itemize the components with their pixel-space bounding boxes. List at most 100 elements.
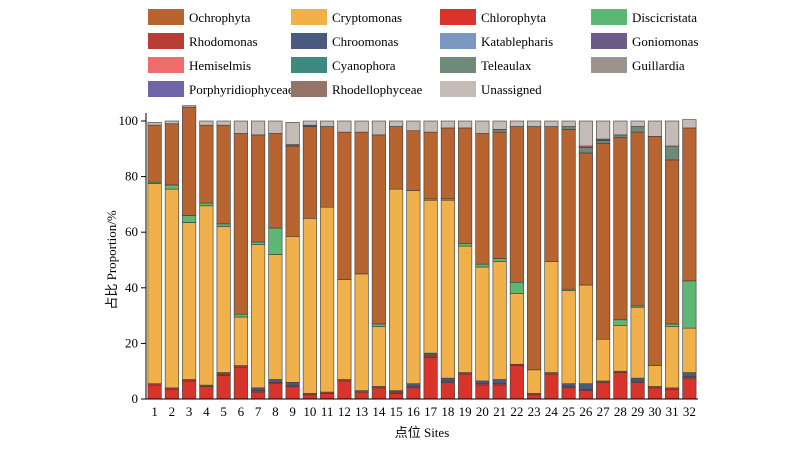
legend-item-goniomonas: Goniomonas [591,33,698,49]
bar-segment-cryptomonas [561,290,576,385]
bar-segment-discicristata [199,202,214,207]
legend-item-rhodomonas: Rhodomonas [148,33,258,49]
bar-segment-cryptomonas [302,218,317,394]
legend-swatch [291,57,327,73]
bar-segment-discicristata [475,263,490,268]
bar-segment-teleaulax [492,129,507,133]
bar-segment-chlorophyta [389,393,404,400]
legend-swatch [591,9,627,25]
bar-segment-unassigned [285,122,300,145]
bar-segment-ochrophyta [406,130,421,191]
bar-segment-unassigned [527,120,542,127]
bar-segment-unassigned [647,120,662,137]
y-tick-label: 60 [125,224,138,239]
legend-swatch [291,81,327,97]
bar-segment-ochrophyta [320,126,335,208]
bar-segment-ochrophyta [216,124,231,225]
bar-segment-ochrophyta [544,126,559,262]
y-tick-label: 0 [132,391,139,406]
bar-segment-teleaulax [561,126,576,130]
legend-label: Unassigned [481,82,542,97]
x-tick-label: 11 [321,404,334,419]
bar-segment-discicristata [233,313,248,318]
bar-segment-ochrophyta [475,133,490,265]
bar-segment-cryptomonas [337,279,352,380]
bar-segment-cryptomonas [682,327,697,373]
bar-segment-cryptomonas [182,222,197,380]
x-tick-label: 1 [151,404,158,419]
bar-segment-cryptomonas [440,199,455,379]
bar-stack-site-24 [544,120,559,400]
bar-segment-chlorophyta [544,373,559,400]
bar-segment-ochrophyta [182,106,197,216]
legend-item-guillardia: Guillardia [591,57,685,73]
x-tick-label: 30 [648,404,661,419]
bar-segment-ochrophyta [509,126,524,283]
legend-item-ochrophyta: Ochrophyta [148,9,251,25]
bar-segment-chroomonas [682,372,697,378]
bar-segment-chlorophyta [285,386,300,400]
x-tick-label: 4 [203,404,210,419]
bar-segment-ochrophyta [302,126,317,219]
x-tick-label: 2 [169,404,176,419]
bar-stack-site-7 [251,120,266,400]
bar-segment-chlorophyta [492,384,507,400]
x-tick-label: 10 [303,404,316,419]
legend-item-teleaulax: Teleaulax [440,57,532,73]
bar-segment-unassigned [492,120,507,130]
bar-stack-site-32 [682,119,697,400]
bar-segment-cryptomonas [147,183,162,385]
x-tick-label: 19 [459,404,472,419]
bar-segment-cryptomonas [354,273,369,391]
legend-label: Cyanophora [332,58,396,73]
bar-segment-ochrophyta [578,152,593,286]
y-tick-label: 80 [125,169,138,184]
bar-segment-cryptomonas [233,316,248,366]
bar-segment-chlorophyta [423,356,438,400]
legend-label: Ochrophyta [189,10,251,25]
bar-segment-ochrophyta [423,131,438,200]
bar-segment-cryptomonas [285,236,300,383]
bar-segment-unassigned [423,120,438,133]
bar-segment-teleaulax [596,140,611,144]
bar-segment-ochrophyta [285,145,300,237]
bar-segment-ochrophyta [164,123,179,186]
bar-segment-unassigned [251,120,266,136]
bar-segment-ochrophyta [527,126,542,371]
bar-segment-chroomonas [578,383,593,390]
legend-item-rhodellophyceae: Rhodellophyceae [291,81,422,97]
x-tick-label: 20 [476,404,489,419]
y-tick-label: 40 [125,280,138,295]
legend-swatch [440,81,476,97]
legend-label: Chlorophyta [481,10,546,25]
bar-stack-site-12 [337,120,352,400]
bar-segment-chlorophyta [475,384,490,400]
x-tick-label: 22 [510,404,523,419]
bar-segment-cryptomonas [251,244,266,389]
bar-segment-cryptomonas [630,306,645,379]
x-tick-label: 6 [238,404,245,419]
bar-segment-discicristata [216,223,231,227]
legend-item-porphyridiophyceae: Porphyridiophyceae [148,81,294,97]
bar-stack-site-21 [492,120,507,400]
bar-segment-chroomonas [251,387,266,391]
bar-segment-cryptomonas [389,188,404,391]
bar-segment-cryptomonas [268,254,283,380]
legend-item-chlorophyta: Chlorophyta [440,9,546,25]
bars-group [147,105,697,400]
legend-swatch [148,9,184,25]
bar-segment-cryptomonas [544,261,559,373]
bar-stack-site-17 [423,120,438,400]
bar-segment-chlorophyta [354,391,369,400]
bar-segment-chroomonas [285,382,300,386]
bar-segment-chroomonas [423,352,438,357]
x-tick-label: 14 [372,404,386,419]
bar-segment-unassigned [233,120,248,134]
bar-stack-site-2 [164,120,179,400]
bar-segment-ochrophyta [596,142,611,340]
y-axis-label: 占比 Proportion/% [104,210,119,309]
bar-segment-chlorophyta [596,382,611,400]
legend-swatch [148,33,184,49]
legend-swatch [291,33,327,49]
bar-stack-site-6 [233,120,248,400]
